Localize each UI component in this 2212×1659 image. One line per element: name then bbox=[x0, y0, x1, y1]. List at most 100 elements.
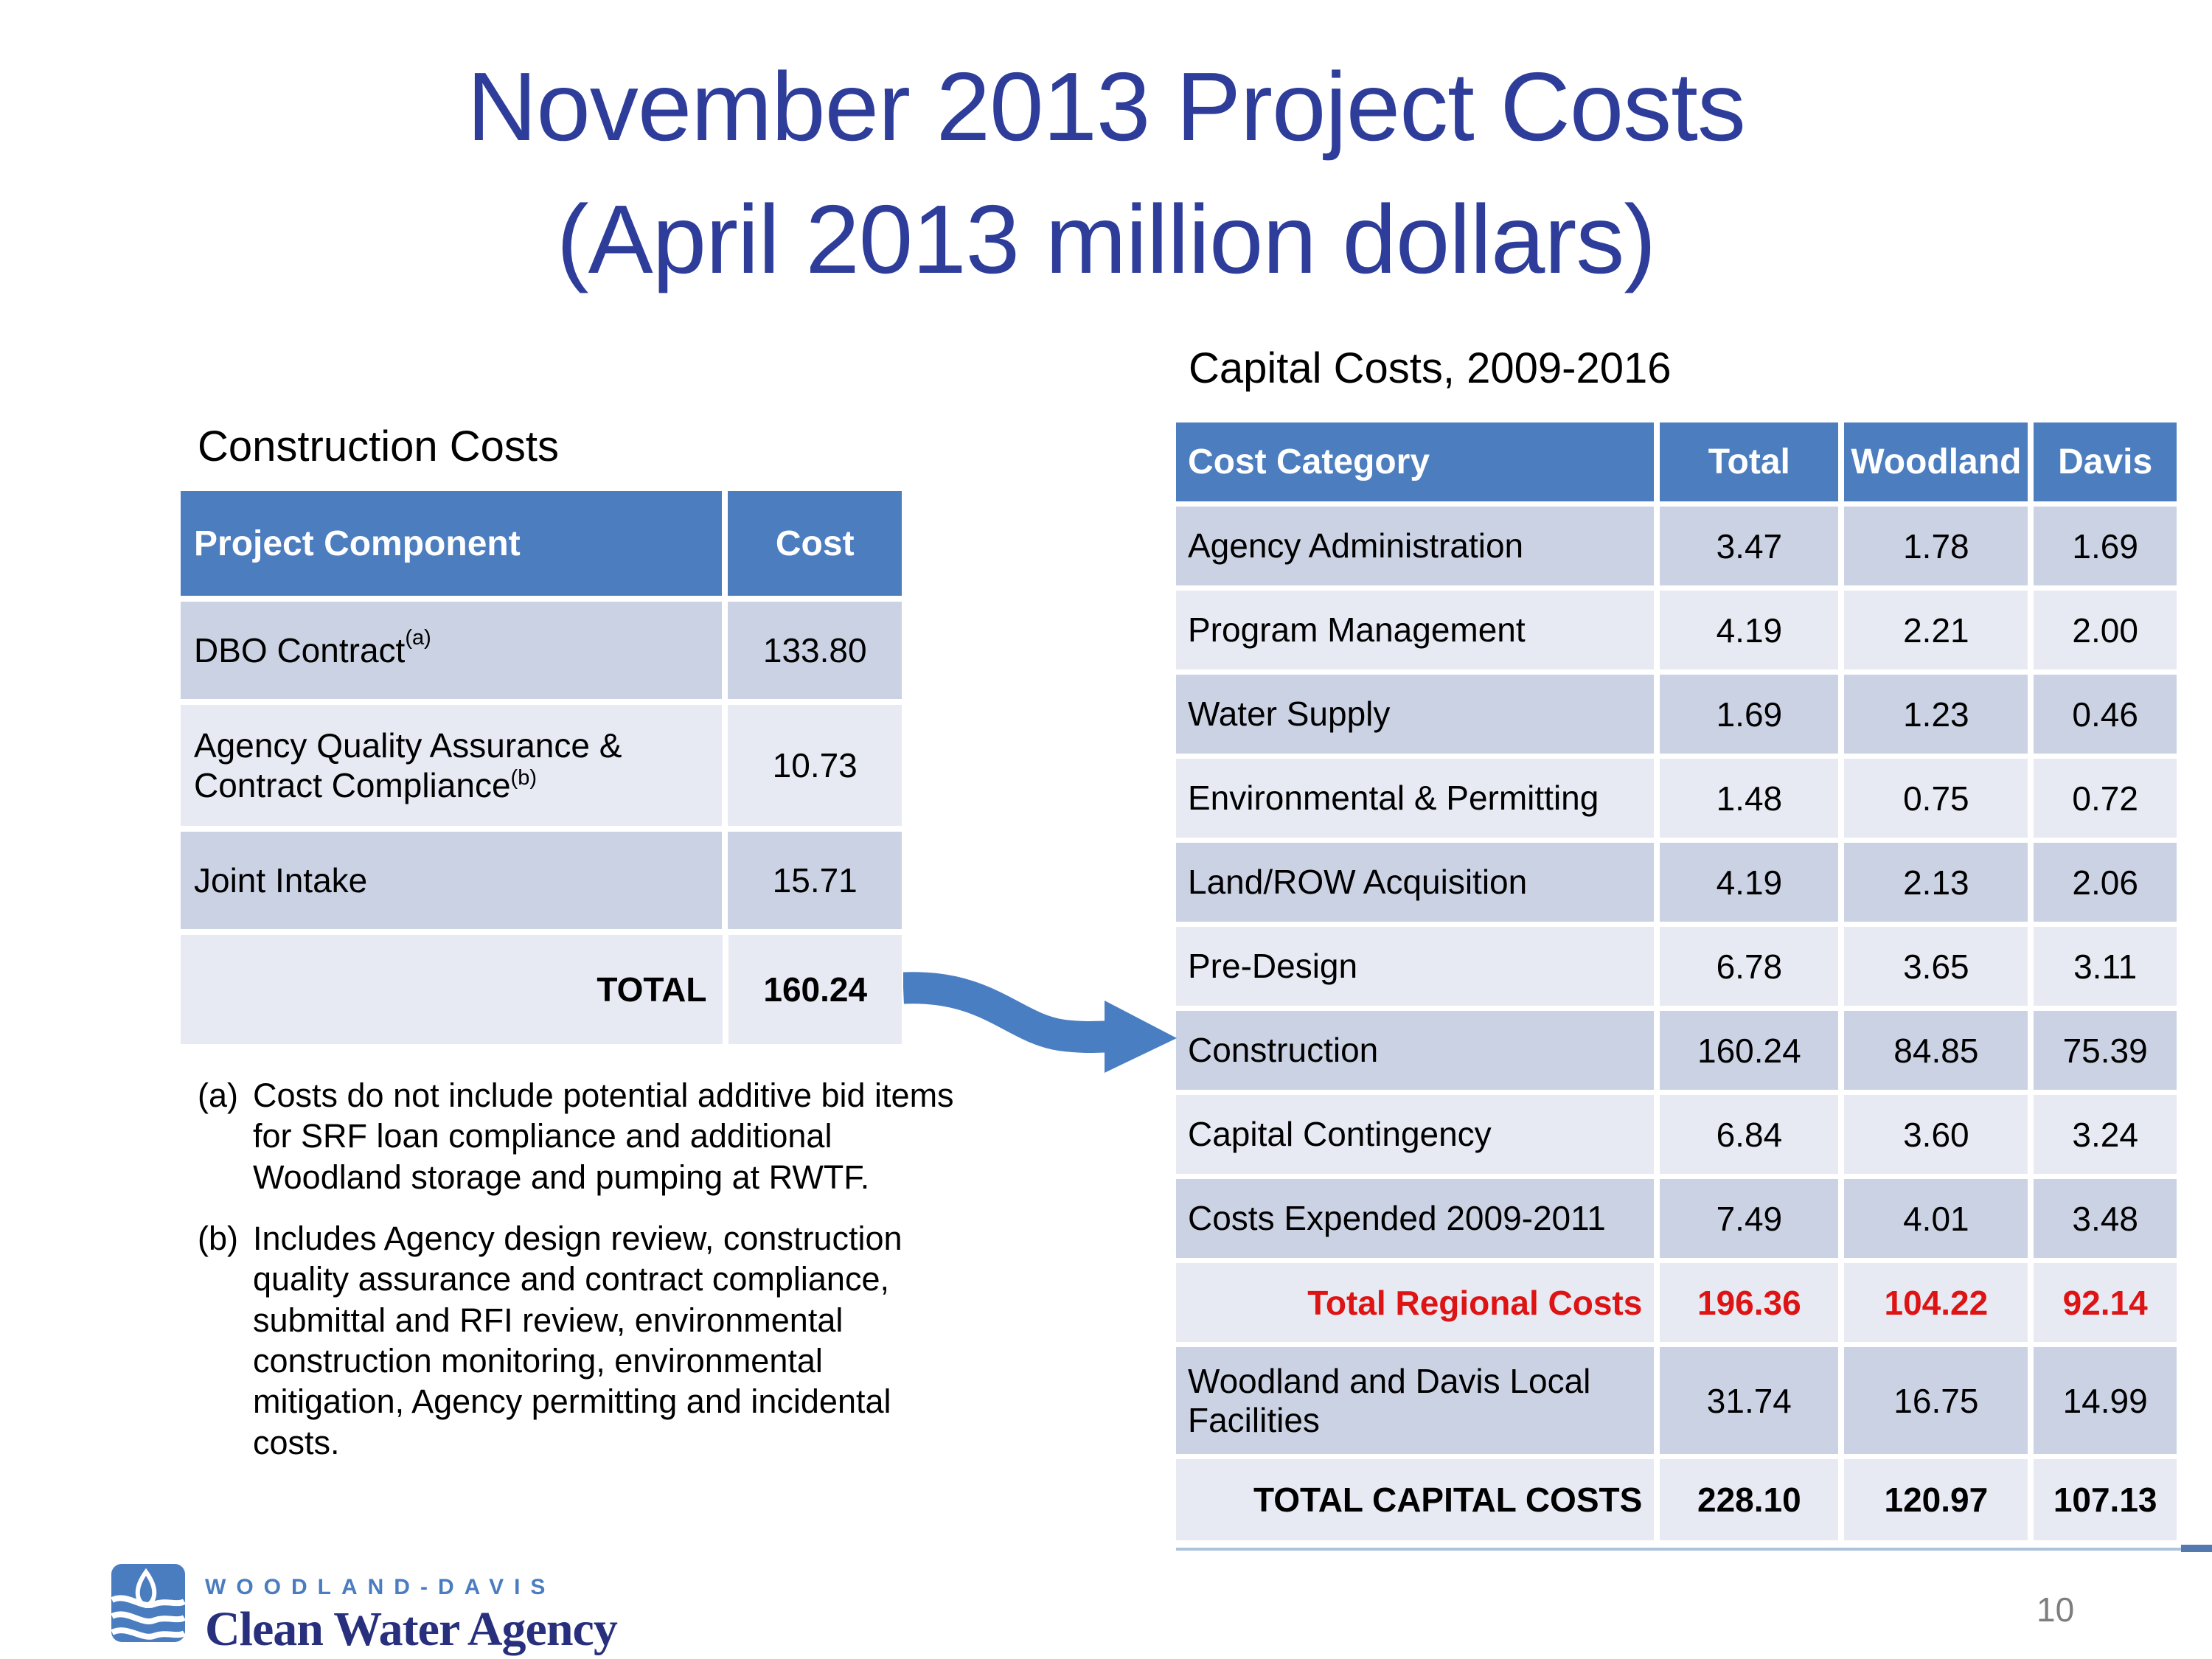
capital-costs-table: Cost Category Total Woodland Davis Agenc… bbox=[1176, 422, 2177, 1545]
cell-cost: 133.80 bbox=[728, 602, 902, 699]
footnote-text: Includes Agency design review, construct… bbox=[253, 1220, 902, 1461]
agency-logo-text: WOODLAND-DAVIS Clean Water Agency bbox=[205, 1563, 618, 1658]
agency-name: Clean Water Agency bbox=[205, 1602, 618, 1656]
table-header-row: Cost Category Total Woodland Davis bbox=[1176, 422, 2177, 501]
cell-category: Water Supply bbox=[1176, 675, 1655, 754]
table-row: Capital Contingency 6.84 3.60 3.24 bbox=[1176, 1095, 2177, 1174]
footnote-marker: (a) bbox=[198, 1077, 238, 1114]
cell-davis: 3.11 bbox=[2034, 927, 2177, 1006]
cell-total: 160.24 bbox=[1660, 1011, 1839, 1090]
cell-woodland: 84.85 bbox=[1844, 1011, 2028, 1090]
cell-component: Agency Quality Assurance & Contract Comp… bbox=[181, 705, 723, 826]
cell-total: 6.84 bbox=[1660, 1095, 1839, 1174]
cell-davis: 75.39 bbox=[2034, 1011, 2177, 1090]
cell-total: 3.47 bbox=[1660, 507, 1839, 585]
table-row: Water Supply 1.69 1.23 0.46 bbox=[1176, 675, 2177, 754]
total-regional-costs-row: Total Regional Costs 196.36 104.22 92.14 bbox=[1176, 1263, 2177, 1342]
cell-davis: 1.69 bbox=[2034, 507, 2177, 585]
header-cost-category: Cost Category bbox=[1176, 422, 1655, 501]
cell-woodland: 1.78 bbox=[1844, 507, 2028, 585]
table-row: Woodland and Davis Local Facilities 31.7… bbox=[1176, 1347, 2177, 1454]
table-row: Environmental & Permitting 1.48 0.75 0.7… bbox=[1176, 759, 2177, 838]
table-row: Land/ROW Acquisition 4.19 2.13 2.06 bbox=[1176, 843, 2177, 922]
cell-davis: 14.99 bbox=[2034, 1347, 2177, 1454]
cell-component: DBO Contract (a) bbox=[181, 602, 723, 699]
table-bottom-divider bbox=[1176, 1548, 2212, 1551]
cell-davis: 3.24 bbox=[2034, 1095, 2177, 1174]
footnote-a: (a) Costs do not include potential addit… bbox=[198, 1075, 968, 1197]
cell-woodland: 2.21 bbox=[1844, 591, 2028, 669]
cell-woodland: 1.23 bbox=[1844, 675, 2028, 754]
total-label: TOTAL bbox=[181, 935, 723, 1044]
cell-davis: 92.14 bbox=[2034, 1263, 2177, 1342]
page-number: 10 bbox=[2037, 1590, 2075, 1629]
header-total: Total bbox=[1660, 422, 1839, 501]
cell-total: 1.69 bbox=[1660, 675, 1839, 754]
table-header-row: Project Component Cost bbox=[181, 491, 902, 596]
cell-woodland: 16.75 bbox=[1844, 1347, 2028, 1454]
cell-category: Costs Expended 2009-2011 bbox=[1176, 1179, 1655, 1258]
total-value: 160.24 bbox=[728, 935, 902, 1044]
cell-total: 6.78 bbox=[1660, 927, 1839, 1006]
cell-category: Agency Administration bbox=[1176, 507, 1655, 585]
footnote-ref: (a) bbox=[405, 625, 431, 650]
cell-davis: 3.48 bbox=[2034, 1179, 2177, 1258]
cell-total: 31.74 bbox=[1660, 1347, 1839, 1454]
cell-category: Land/ROW Acquisition bbox=[1176, 843, 1655, 922]
cell-davis: 107.13 bbox=[2034, 1459, 2177, 1540]
cell-davis: 0.46 bbox=[2034, 675, 2177, 754]
agency-logo-icon bbox=[111, 1564, 186, 1642]
table-row: Joint Intake 15.71 bbox=[181, 832, 902, 929]
cell-cost: 10.73 bbox=[728, 705, 902, 826]
cell-total: 228.10 bbox=[1660, 1459, 1839, 1540]
table-total-row: TOTAL 160.24 bbox=[181, 935, 902, 1044]
cell-total: 7.49 bbox=[1660, 1179, 1839, 1258]
divider-end-cap bbox=[2181, 1545, 2212, 1552]
page-title: November 2013 Project Costs (April 2013 … bbox=[0, 41, 2212, 305]
header-project-component: Project Component bbox=[181, 491, 723, 596]
table-row: Costs Expended 2009-2011 7.49 4.01 3.48 bbox=[1176, 1179, 2177, 1258]
cell-woodland: 104.22 bbox=[1844, 1263, 2028, 1342]
table-row: Agency Administration 3.47 1.78 1.69 bbox=[1176, 507, 2177, 585]
footnote-b: (b) Includes Agency design review, const… bbox=[198, 1218, 968, 1463]
cell-category: Environmental & Permitting bbox=[1176, 759, 1655, 838]
cell-total: 1.48 bbox=[1660, 759, 1839, 838]
total-capital-costs-row: TOTAL CAPITAL COSTS 228.10 120.97 107.13 bbox=[1176, 1459, 2177, 1540]
cell-component: Joint Intake bbox=[181, 832, 723, 929]
table-row: Agency Quality Assurance & Contract Comp… bbox=[181, 705, 902, 826]
cell-category: TOTAL CAPITAL COSTS bbox=[1176, 1459, 1655, 1540]
cell-total: 4.19 bbox=[1660, 843, 1839, 922]
table-row: DBO Contract (a) 133.80 bbox=[181, 602, 902, 699]
cell-category: Capital Contingency bbox=[1176, 1095, 1655, 1174]
construction-costs-table: Project Component Cost DBO Contract (a) 1… bbox=[181, 491, 902, 1050]
cell-category: Program Management bbox=[1176, 591, 1655, 669]
cell-woodland: 4.01 bbox=[1844, 1179, 2028, 1258]
footnotes: (a) Costs do not include potential addit… bbox=[198, 1075, 968, 1463]
agency-name-caps: WOODLAND-DAVIS bbox=[205, 1575, 556, 1599]
page-title-line1: November 2013 Project Costs bbox=[467, 52, 1746, 161]
cell-woodland: 3.60 bbox=[1844, 1095, 2028, 1174]
construction-section-title: Construction Costs bbox=[198, 422, 559, 470]
header-woodland: Woodland bbox=[1844, 422, 2028, 501]
cell-category: Total Regional Costs bbox=[1176, 1263, 1655, 1342]
footnote-marker: (b) bbox=[198, 1220, 238, 1258]
cell-davis: 2.06 bbox=[2034, 843, 2177, 922]
cell-cost: 15.71 bbox=[728, 832, 902, 929]
flow-arrow-icon bbox=[903, 972, 1177, 1073]
cell-woodland: 0.75 bbox=[1844, 759, 2028, 838]
table-row-construction: Construction 160.24 84.85 75.39 bbox=[1176, 1011, 2177, 1090]
cell-category: Pre-Design bbox=[1176, 927, 1655, 1006]
header-cost: Cost bbox=[728, 491, 902, 596]
cell-category: Construction bbox=[1176, 1011, 1655, 1090]
header-davis: Davis bbox=[2034, 422, 2177, 501]
cell-davis: 0.72 bbox=[2034, 759, 2177, 838]
cell-woodland: 3.65 bbox=[1844, 927, 2028, 1006]
cell-woodland: 120.97 bbox=[1844, 1459, 2028, 1540]
cell-total: 196.36 bbox=[1660, 1263, 1839, 1342]
footnote-ref: (b) bbox=[510, 766, 537, 790]
capital-section-title: Capital Costs, 2009-2016 bbox=[1189, 344, 1672, 392]
table-row: Program Management 4.19 2.21 2.00 bbox=[1176, 591, 2177, 669]
cell-woodland: 2.13 bbox=[1844, 843, 2028, 922]
page-title-line2: (April 2013 million dollars) bbox=[556, 184, 1657, 293]
